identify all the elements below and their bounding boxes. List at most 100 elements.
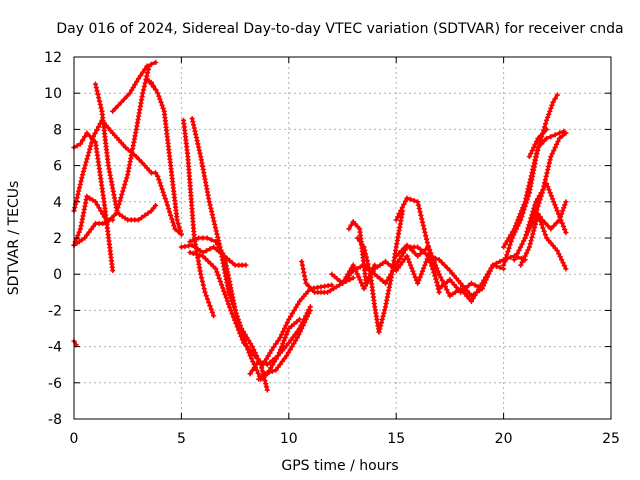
- data-point: [532, 213, 538, 220]
- data-point: [128, 87, 135, 93]
- data-point: [289, 310, 295, 317]
- data-point: [423, 259, 429, 265]
- data-point: [549, 102, 555, 108]
- data-point: [376, 329, 382, 335]
- data-point: [546, 111, 552, 117]
- data-point: [548, 226, 554, 232]
- data-point: [95, 124, 102, 130]
- data-point: [139, 215, 145, 221]
- data-point: [486, 268, 492, 274]
- data-point: [281, 325, 288, 332]
- data-point: [84, 130, 90, 136]
- data-point: [130, 84, 136, 91]
- data-point: [79, 137, 86, 143]
- data-point: [262, 359, 268, 365]
- data-point: [166, 209, 173, 215]
- data-point: [434, 283, 441, 289]
- data-point: [425, 244, 432, 250]
- data-point: [145, 210, 151, 216]
- data-point: [522, 235, 528, 241]
- data-point: [112, 105, 119, 111]
- data-point: [269, 347, 275, 353]
- data-point: [441, 262, 448, 268]
- data-point: [260, 362, 266, 368]
- data-point: [92, 81, 99, 87]
- data-point: [217, 278, 223, 285]
- data-point: [527, 241, 533, 247]
- data-point: [380, 278, 386, 284]
- data-point: [153, 86, 159, 93]
- data-point: [220, 285, 226, 291]
- data-point: [121, 96, 127, 102]
- series-arc-31: [522, 130, 569, 241]
- data-point: [118, 195, 124, 201]
- data-point: [395, 214, 401, 220]
- data-point: [415, 253, 421, 259]
- data-point: [263, 381, 269, 387]
- data-point: [543, 173, 549, 179]
- data-point: [504, 238, 510, 244]
- data-point: [542, 121, 549, 127]
- data-point: [213, 246, 219, 252]
- data-point: [226, 289, 232, 295]
- data-point: [562, 202, 568, 208]
- data-point: [417, 251, 423, 257]
- data-point: [528, 150, 534, 157]
- data-point: [519, 241, 525, 247]
- data-point: [553, 205, 559, 211]
- data-point: [548, 105, 554, 111]
- data-point: [556, 130, 563, 136]
- data-point: [327, 287, 334, 294]
- data-point: [80, 168, 87, 175]
- data-point: [537, 140, 543, 146]
- data-point: [442, 284, 448, 290]
- data-point: [537, 214, 543, 220]
- data-point: [407, 196, 414, 202]
- data-point: [531, 224, 538, 231]
- data-point: [229, 311, 235, 317]
- data-point: [277, 361, 283, 367]
- data-point: [404, 253, 410, 259]
- data-point: [412, 274, 418, 280]
- data-point: [136, 156, 142, 163]
- data-point: [556, 251, 562, 257]
- data-point: [407, 245, 413, 251]
- data-point: [563, 229, 569, 236]
- data-point: [517, 244, 524, 250]
- data-point: [119, 213, 125, 219]
- data-point: [549, 150, 555, 157]
- data-point: [238, 333, 244, 340]
- data-point: [419, 268, 426, 274]
- data-point: [444, 287, 450, 293]
- data-point: [208, 205, 214, 211]
- data-point: [97, 101, 103, 108]
- data-point: [393, 217, 399, 223]
- data-point: [285, 350, 292, 356]
- data-point: [79, 175, 85, 181]
- data-point: [303, 316, 309, 323]
- data-point: [396, 250, 402, 256]
- data-point: [200, 282, 206, 288]
- data-point: [401, 245, 407, 251]
- data-point: [101, 214, 108, 220]
- data-point: [213, 228, 219, 234]
- data-point: [301, 273, 308, 279]
- data-point: [86, 149, 92, 156]
- data-point: [423, 233, 429, 239]
- data-point: [419, 219, 426, 225]
- data-point: [519, 259, 525, 265]
- data-point: [350, 262, 356, 268]
- data-point: [397, 256, 403, 262]
- data-point: [133, 153, 139, 160]
- data-point: [144, 70, 151, 76]
- data-point: [172, 226, 178, 232]
- data-point: [557, 214, 564, 220]
- data-point: [350, 267, 356, 274]
- data-point: [523, 195, 529, 202]
- data-point: [529, 234, 535, 240]
- data-point: [302, 277, 308, 283]
- data-point: [150, 205, 157, 211]
- data-point: [299, 262, 306, 268]
- data-point: [350, 275, 356, 281]
